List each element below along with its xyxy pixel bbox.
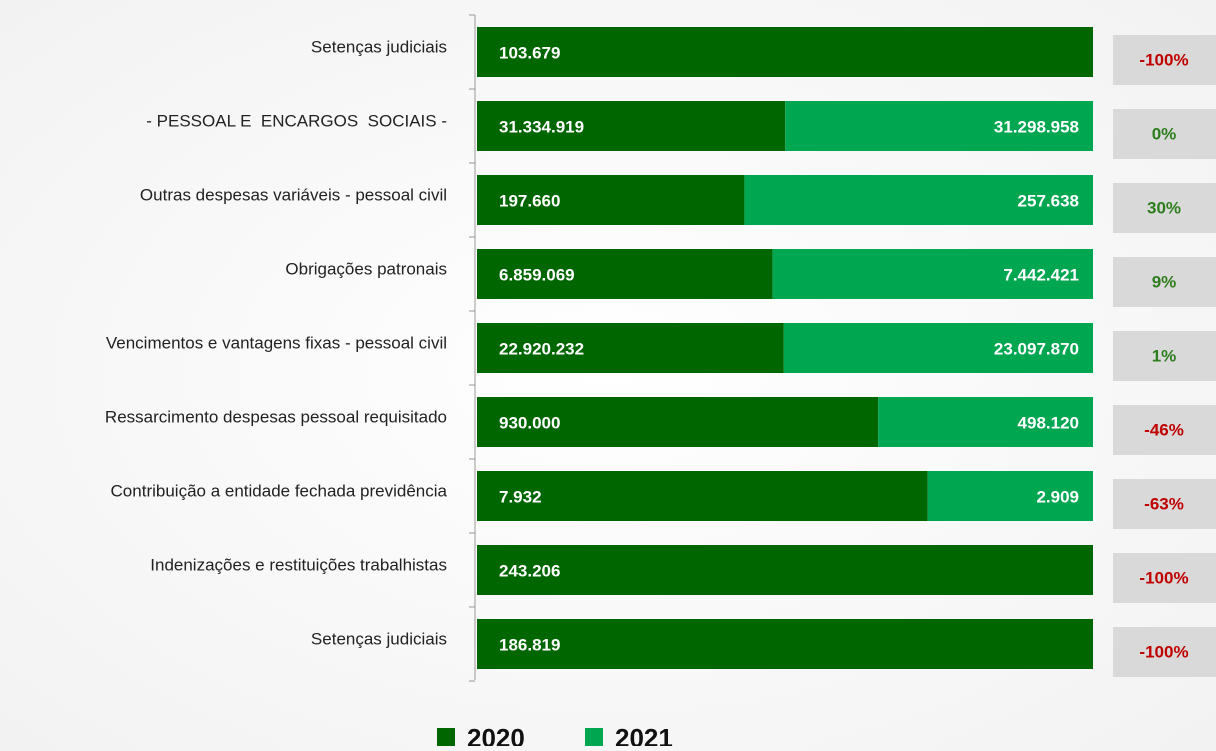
change-box <box>1113 553 1216 603</box>
value-label: 243.206 <box>499 561 560 580</box>
bar-segment <box>477 619 1093 669</box>
bar-segment <box>477 471 928 521</box>
bar-segment <box>744 175 1093 225</box>
legend-swatch <box>437 728 455 746</box>
category-label: Outras despesas variáveis - pessoal civi… <box>140 185 447 204</box>
category-label: Vencimentos e vantagens fixas - pessoal … <box>106 333 447 352</box>
change-box <box>1113 479 1216 529</box>
change-box <box>1113 405 1216 455</box>
change-label: -100% <box>1139 50 1188 69</box>
change-box <box>1113 257 1216 307</box>
bar-segment <box>927 471 1093 521</box>
bar-segment <box>783 323 1093 373</box>
value-label: 7.932 <box>499 487 542 506</box>
value-label: 197.660 <box>499 191 560 210</box>
legend-swatch <box>585 728 603 746</box>
value-label: 22.920.232 <box>499 339 584 358</box>
value-label: 103.679 <box>499 43 560 62</box>
bar-segment <box>477 249 773 299</box>
category-label: Ressarcimento despesas pessoal requisita… <box>105 407 447 426</box>
category-label: - PESSOAL E ENCARGOS SOCIAIS - <box>146 111 447 130</box>
bar-segment <box>878 397 1093 447</box>
bar-segment <box>477 27 1093 77</box>
change-box <box>1113 109 1216 159</box>
category-label: Indenizações e restituições trabalhistas <box>150 555 447 574</box>
category-label: Setenças judiciais <box>311 629 447 648</box>
category-label: Obrigações patronais <box>285 259 447 278</box>
change-label: -46% <box>1144 420 1184 439</box>
bar-segment <box>477 101 786 151</box>
change-box <box>1113 183 1216 233</box>
change-label: 0% <box>1152 124 1177 143</box>
legend-label: 2020 <box>467 723 525 746</box>
value-label: 930.000 <box>499 413 560 432</box>
bar-segment <box>477 397 879 447</box>
value-label: 498.120 <box>1018 413 1079 432</box>
change-label: 1% <box>1152 346 1177 365</box>
value-label: 7.442.421 <box>1003 265 1079 284</box>
value-label: 6.859.069 <box>499 265 575 284</box>
change-box <box>1113 331 1216 381</box>
value-label: 186.819 <box>499 635 560 654</box>
bar-segment <box>772 249 1093 299</box>
category-label: Contribuição a entidade fechada previdên… <box>111 481 448 500</box>
change-box <box>1113 35 1216 85</box>
change-label: -100% <box>1139 642 1188 661</box>
value-label: 2.909 <box>1036 487 1079 506</box>
legend-label: 2021 <box>615 723 673 746</box>
value-label: 257.638 <box>1018 191 1079 210</box>
change-label: 30% <box>1147 198 1181 217</box>
value-label: 31.334.919 <box>499 117 584 136</box>
value-label: 23.097.870 <box>994 339 1079 358</box>
bar-segment <box>477 175 745 225</box>
value-label: 31.298.958 <box>994 117 1079 136</box>
change-label: -100% <box>1139 568 1188 587</box>
change-box <box>1113 627 1216 677</box>
category-label: Setenças judiciais <box>311 37 447 56</box>
change-label: 9% <box>1152 272 1177 291</box>
bar-segment <box>785 101 1093 151</box>
bar-segment <box>477 545 1093 595</box>
bar-segment <box>477 323 784 373</box>
change-label: -63% <box>1144 494 1184 513</box>
